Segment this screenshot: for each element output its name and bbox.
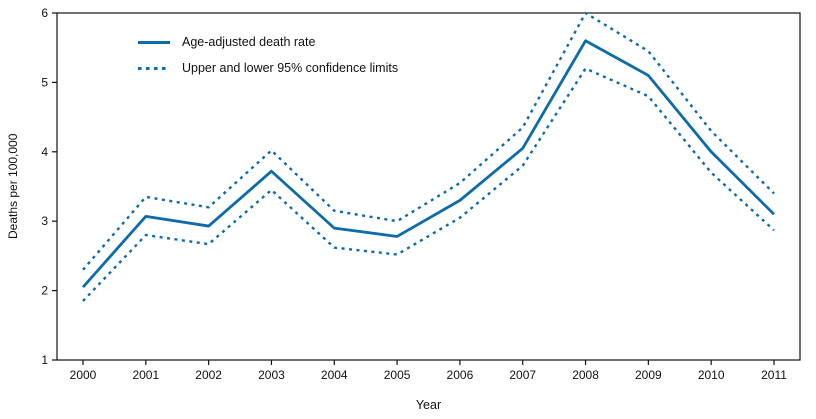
y-tick-label: 1 bbox=[41, 353, 48, 367]
legend-item-confidence-limits: Upper and lower 95% confidence limits bbox=[138, 60, 398, 76]
x-tick-label: 2007 bbox=[509, 368, 536, 382]
plot-border bbox=[56, 12, 801, 361]
x-tick-label: 2009 bbox=[635, 368, 662, 382]
x-tick-label: 2011 bbox=[761, 368, 787, 382]
x-tick-label: 2008 bbox=[572, 368, 599, 382]
legend-label-confidence-limits: Upper and lower 95% confidence limits bbox=[182, 61, 399, 75]
x-tick-label: 2003 bbox=[258, 368, 285, 382]
legend: Age-adjusted death rate Upper and lower … bbox=[138, 34, 398, 76]
x-tick-label: 2006 bbox=[447, 368, 474, 382]
x-tick-label: 2005 bbox=[384, 368, 411, 382]
y-tick-label: 4 bbox=[41, 145, 48, 159]
confidence-limit-line bbox=[82, 11, 775, 271]
x-tick-label: 2010 bbox=[698, 368, 725, 382]
y-axis-title: Deaths per 100,000 bbox=[6, 133, 20, 240]
x-tick-label: 2004 bbox=[321, 368, 348, 382]
y-tick-label: 2 bbox=[41, 284, 48, 298]
y-tick-label: 5 bbox=[41, 75, 48, 89]
y-tick-label: 3 bbox=[41, 214, 48, 228]
legend-item-death-rate: Age-adjusted death rate bbox=[138, 34, 398, 50]
confidence-limit-line bbox=[82, 67, 775, 302]
dashed-line-swatch bbox=[138, 66, 170, 70]
x-axis-title: Year bbox=[415, 398, 442, 412]
y-tick-label: 6 bbox=[41, 6, 48, 20]
x-tick-label: 2000 bbox=[70, 368, 97, 382]
x-tick-label: 2002 bbox=[195, 368, 222, 382]
x-tick-label: 2001 bbox=[132, 368, 159, 382]
death-rate-line bbox=[81, 39, 775, 289]
legend-label-death-rate: Age-adjusted death rate bbox=[182, 35, 316, 49]
solid-line-swatch bbox=[138, 40, 170, 44]
